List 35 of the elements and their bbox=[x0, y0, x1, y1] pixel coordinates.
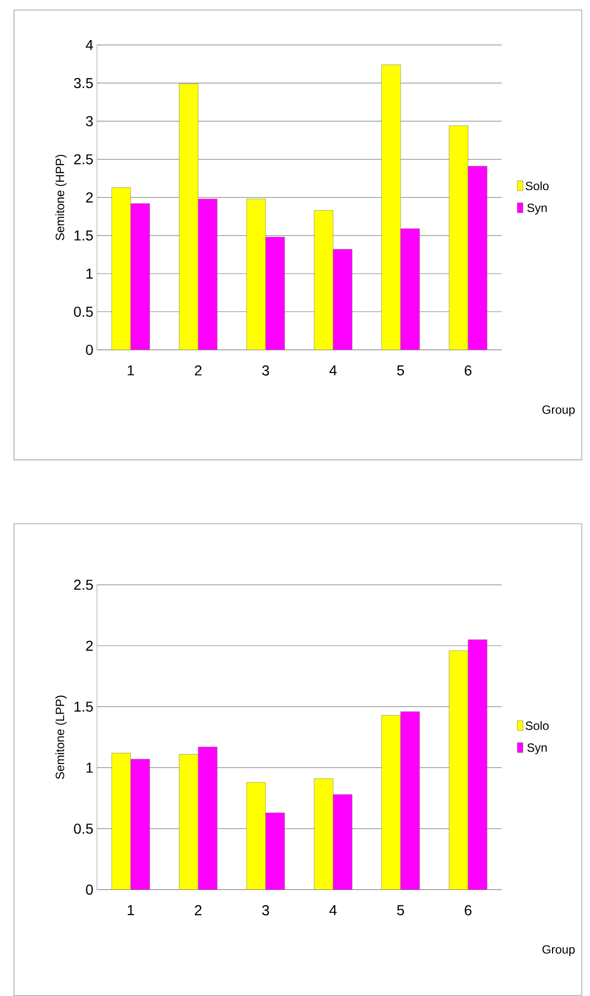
y-tick-label: 1 bbox=[86, 762, 93, 773]
x-tick-label: 1 bbox=[128, 365, 134, 376]
x-tick-label: 5 bbox=[397, 905, 404, 916]
x-tick-label: 2 bbox=[195, 905, 202, 916]
y-tick-label: 0 bbox=[86, 884, 93, 895]
x-tick-label: 4 bbox=[330, 365, 337, 376]
x-tick-label: 6 bbox=[464, 365, 472, 376]
y-tick-label: 3 bbox=[86, 116, 93, 126]
legend-label: Solo bbox=[526, 181, 549, 190]
legend-label: Solo bbox=[526, 721, 549, 730]
y-axis-title: Semitone (LPP) bbox=[56, 696, 67, 779]
x-tick-label: 1 bbox=[128, 905, 134, 916]
x-axis-title: Group bbox=[542, 405, 575, 416]
x-tick-label: 4 bbox=[330, 905, 337, 916]
x-axis-title: Group bbox=[542, 945, 575, 956]
y-tick-label: 0 bbox=[86, 344, 93, 355]
y-tick-label: 0.5 bbox=[74, 306, 93, 317]
y-tick-label: 0.5 bbox=[74, 824, 93, 834]
x-tick-label: 3 bbox=[262, 905, 270, 916]
y-tick-label: 1 bbox=[86, 268, 93, 279]
y-tick-label: 1.5 bbox=[74, 702, 93, 712]
y-tick-label: 2 bbox=[86, 640, 93, 651]
x-tick-label: 3 bbox=[262, 365, 270, 376]
y-tick-label: 1.5 bbox=[74, 230, 93, 241]
x-tick-label: 2 bbox=[195, 365, 202, 376]
y-axis-title: Semitone (HPP) bbox=[56, 154, 67, 240]
legend-label: Syn bbox=[527, 204, 547, 214]
x-tick-label: 5 bbox=[397, 365, 404, 376]
y-tick-label: 2.5 bbox=[74, 580, 93, 590]
legend-label: Syn bbox=[527, 743, 547, 754]
y-tick-label: 4 bbox=[86, 40, 94, 50]
x-tick-label: 6 bbox=[464, 905, 472, 916]
y-tick-label: 2.5 bbox=[74, 154, 93, 164]
y-tick-label: 3.5 bbox=[74, 78, 93, 88]
y-tick-label: 2 bbox=[86, 192, 93, 202]
